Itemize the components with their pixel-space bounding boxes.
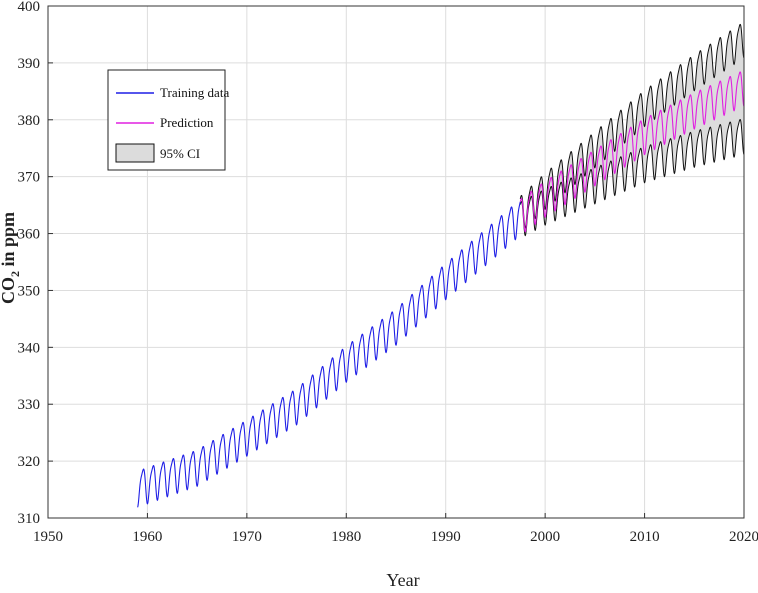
legend-label-training: Training data: [160, 85, 229, 100]
x-tick-label: 1960: [132, 529, 162, 545]
y-axis-label-subscript: 2: [8, 271, 22, 277]
y-tick-label: 310: [18, 511, 41, 527]
y-tick-label: 340: [18, 340, 41, 356]
legend-label-ci: 95% CI: [160, 146, 200, 161]
x-tick-label: 1970: [232, 529, 262, 545]
series-lines: [137, 71, 745, 508]
y-tick-label: 360: [18, 227, 41, 243]
y-tick-label: 350: [18, 283, 41, 299]
x-axis-label: Year: [386, 570, 419, 590]
ci-upper-line: [519, 23, 745, 229]
training-data-line: [137, 201, 521, 508]
y-tick-label: 330: [18, 397, 41, 413]
y-tick-label: 320: [18, 454, 41, 470]
y-tick-label: 390: [18, 56, 41, 72]
prediction-line: [519, 71, 745, 233]
x-tick-label: 1950: [33, 529, 63, 545]
x-tick-label: 2020: [729, 529, 758, 545]
x-tick-label: 1990: [431, 529, 461, 545]
y-axis-label-rest: in ppm: [0, 212, 18, 271]
x-tick-label: 1980: [331, 529, 361, 545]
y-tick-label: 370: [18, 170, 41, 186]
axis-ticks: 1950 1960 1970 1980 1990 2000 2010 2020 310 320 33…: [18, 0, 758, 545]
x-tick-label: 2000: [530, 529, 560, 545]
y-tick-label: 400: [18, 0, 41, 15]
plot-frame: [47, 5, 745, 519]
y-axis-label: CO2 in ppm: [0, 212, 22, 304]
ci-lower-line: [519, 118, 745, 237]
x-tick-label: 2010: [630, 529, 660, 545]
y-tick-label: 380: [18, 113, 41, 129]
y-axis-label-main: CO: [0, 277, 18, 304]
legend-label-prediction: Prediction: [160, 115, 214, 130]
legend-swatch-ci: [115, 143, 155, 163]
legend: Training data Prediction 95% CI: [107, 69, 229, 171]
